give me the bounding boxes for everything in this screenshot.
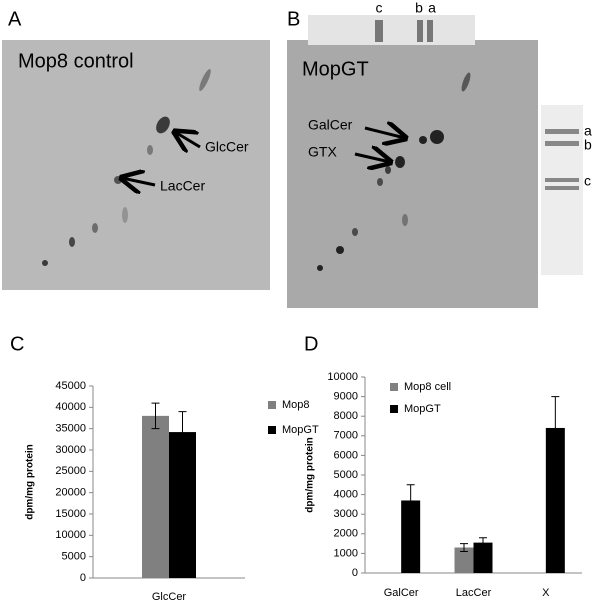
bar: [545, 427, 565, 573]
legend-swatch: [268, 426, 276, 434]
legend-swatch: [390, 405, 398, 413]
y-tick-label: 10000: [55, 529, 86, 541]
x-tick-label: X: [542, 587, 550, 599]
bar: [473, 542, 493, 573]
y-tick-label: 4000: [334, 489, 358, 501]
strip-top: [308, 15, 475, 45]
legend-label: Mop8: [282, 399, 310, 411]
strip-bands: [545, 129, 579, 190]
panel-label: D: [304, 333, 318, 355]
panel-title: MopGT: [302, 58, 369, 80]
y-tick-label: 0: [80, 572, 86, 584]
bar: [401, 500, 421, 573]
y-tick-label: 7000: [334, 430, 358, 442]
arrow: [364, 128, 405, 138]
y-tick-label: 10000: [327, 371, 358, 383]
band-label: a: [584, 123, 592, 139]
annotation: GTX: [308, 144, 337, 160]
arrow: [175, 132, 201, 147]
error-bar: [551, 396, 560, 460]
panel-title: Mop8 control: [18, 50, 134, 72]
error-bar: [479, 537, 487, 549]
strip-bands: [375, 20, 433, 42]
x-tick-label: GalCer: [384, 587, 419, 599]
band-label: a: [428, 0, 436, 16]
band-label: c: [376, 0, 383, 16]
error-bar: [406, 484, 415, 517]
y-axis-label: dpm/mg protein: [305, 437, 316, 513]
panel-label: C: [10, 333, 24, 355]
y-tick-label: 30000: [55, 444, 86, 456]
tlc-image: [287, 40, 538, 308]
error-bar: [178, 411, 187, 454]
x-tick-label: GlcCer: [152, 591, 187, 603]
band-label: b: [584, 137, 592, 153]
y-tick-label: 3000: [334, 508, 358, 520]
annotation: GalCer: [308, 117, 353, 133]
tlc-image: [2, 40, 270, 290]
bar: [169, 432, 196, 578]
bar: [142, 415, 169, 578]
error-bar: [151, 402, 160, 430]
y-tick-label: 1000: [334, 547, 358, 559]
legend-label: MopGT: [404, 403, 441, 415]
panel-label: A: [8, 8, 22, 30]
annotation: GlcCer: [205, 139, 249, 155]
legend-label: MopGT: [282, 424, 319, 436]
y-tick-label: 40000: [55, 401, 86, 413]
y-tick-label: 25000: [55, 465, 86, 477]
y-tick-label: 35000: [55, 423, 86, 435]
y-tick-label: 8000: [334, 410, 358, 422]
y-tick-label: 5000: [334, 469, 358, 481]
y-tick-label: 2000: [334, 528, 358, 540]
error-bar: [460, 543, 468, 552]
annotation: LacCer: [160, 178, 205, 194]
y-tick-label: 20000: [55, 487, 86, 499]
arrow: [122, 178, 156, 185]
y-tick-label: 15000: [55, 508, 86, 520]
legend-swatch: [390, 383, 398, 391]
band-label: c: [584, 173, 591, 189]
y-tick-label: 0: [352, 567, 358, 579]
y-tick-label: 5000: [62, 551, 86, 563]
panel-label: B: [287, 8, 300, 30]
band-label: b: [415, 0, 423, 16]
y-tick-label: 45000: [55, 380, 86, 392]
legend-swatch: [268, 401, 276, 409]
legend-label: Mop8 cell: [404, 381, 451, 393]
y-tick-label: 9000: [334, 391, 358, 403]
y-axis-label: dpm/mg protein: [25, 444, 36, 520]
x-tick-label: LacCer: [456, 587, 492, 599]
y-tick-label: 6000: [334, 449, 358, 461]
bar: [454, 547, 474, 573]
arrow: [354, 154, 390, 162]
